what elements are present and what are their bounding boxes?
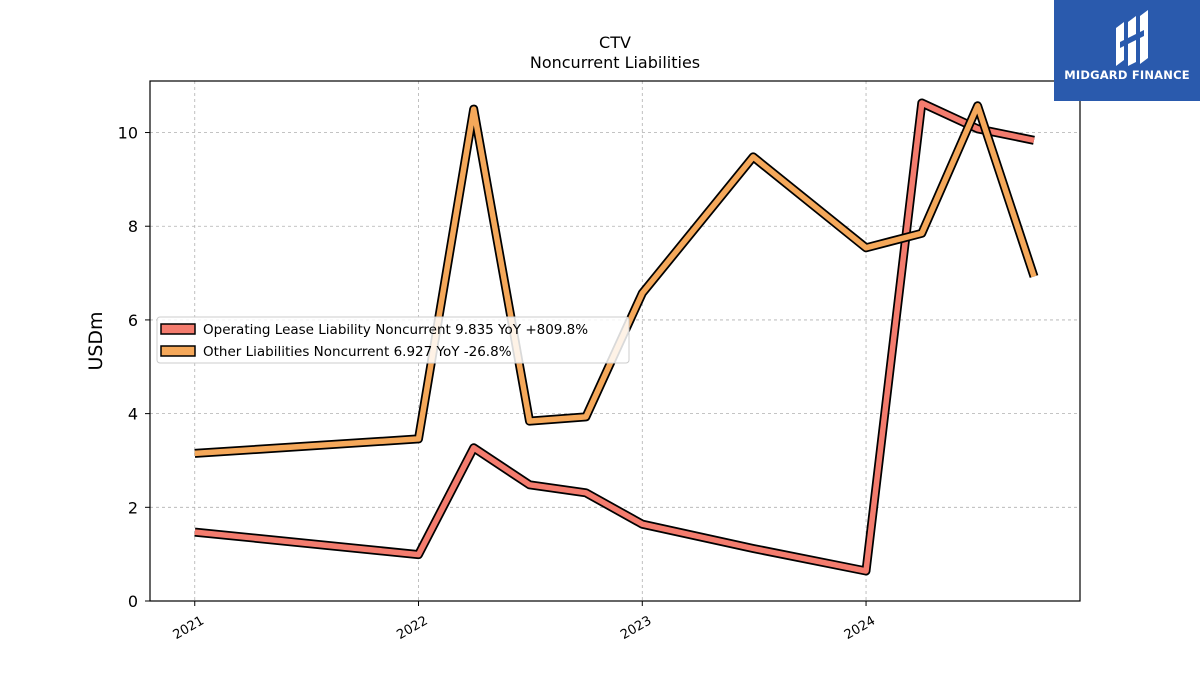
y-axis-label: USDm xyxy=(85,311,107,370)
midgard-logo-icon xyxy=(1116,10,1148,66)
y-tick-label: 6 xyxy=(128,311,138,330)
series-line-0 xyxy=(194,100,1035,574)
brand-logo: MIDGARD FINANCE xyxy=(1054,0,1200,101)
plot-frame xyxy=(149,80,1081,602)
series-line-1 xyxy=(194,103,1037,457)
y-tick-label: 0 xyxy=(128,592,138,611)
legend-swatch-1 xyxy=(160,345,196,357)
legend-entry-0: Operating Lease Liability Noncurrent 9.8… xyxy=(203,322,588,338)
x-tick-label: 2022 xyxy=(394,613,430,643)
legend-box xyxy=(156,316,630,364)
chart-subtitle: Noncurrent Liabilities xyxy=(530,53,700,72)
chart-title: CTV xyxy=(599,33,631,52)
y-tick-label: 10 xyxy=(118,124,138,143)
series-lines xyxy=(194,98,1039,576)
y-tick-label: 4 xyxy=(128,405,138,424)
brand-name: MIDGARD FINANCE xyxy=(1064,68,1190,82)
y-tick-label: 8 xyxy=(128,217,138,236)
legend-swatch-0 xyxy=(160,323,196,335)
legend-entry-1: Other Liabilities Noncurrent 6.927 YoY -… xyxy=(203,344,512,360)
x-tick-label: 2021 xyxy=(171,613,207,643)
y-tick-label: 2 xyxy=(128,498,138,517)
series-outline-1 xyxy=(194,101,1039,458)
axis-ticks: 0 2 4 6 8 10 2021 2022 2023 2024 xyxy=(118,124,878,643)
x-tick-label: 2024 xyxy=(842,613,878,643)
x-tick-label: 2023 xyxy=(618,613,654,643)
legend: Operating Lease Liability Noncurrent 9.8… xyxy=(156,316,630,364)
